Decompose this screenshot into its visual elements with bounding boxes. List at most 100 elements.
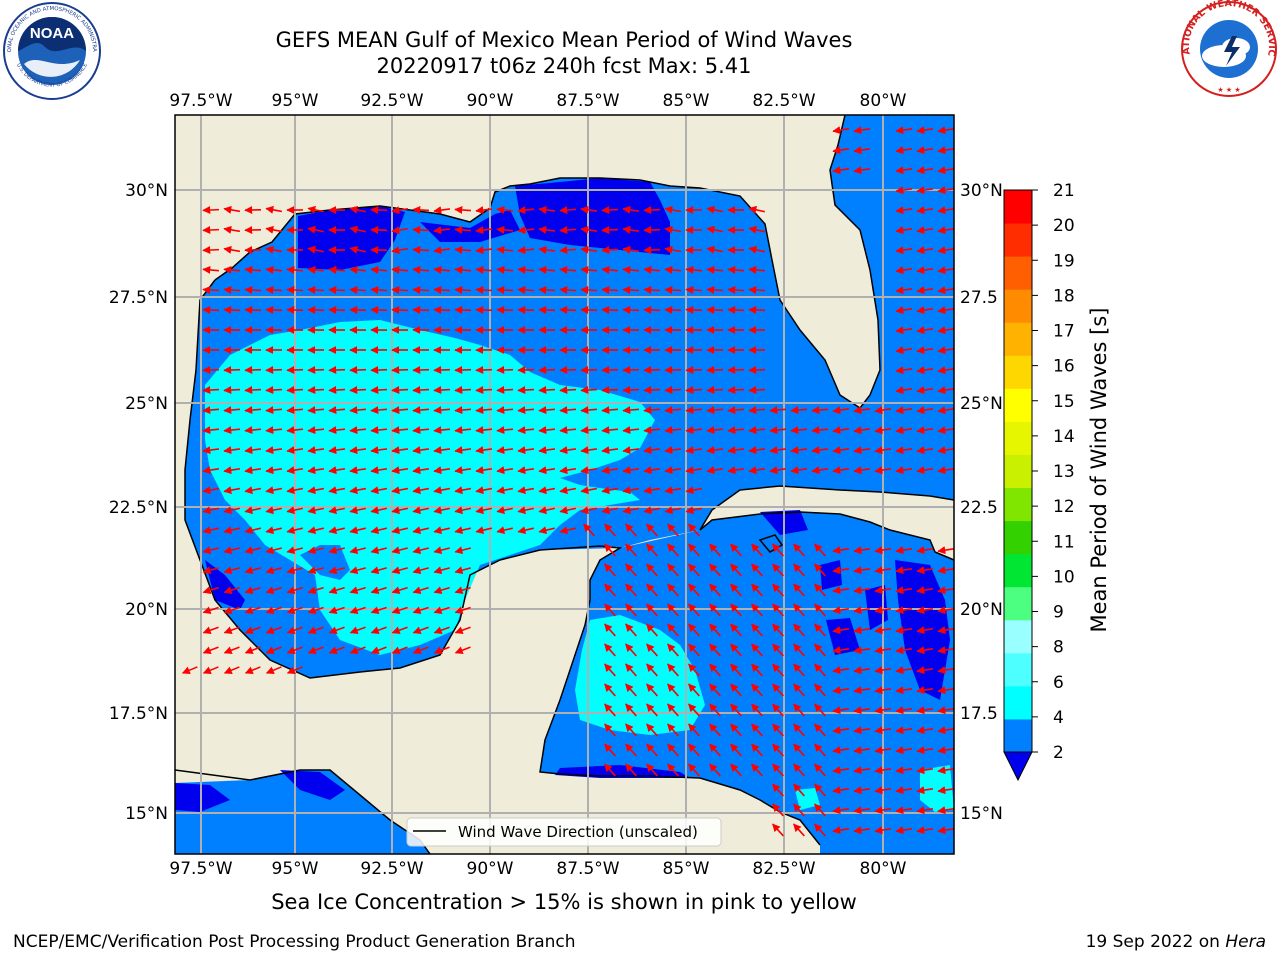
wind-arrow [580, 486, 598, 495]
colorbar-tick-label: 9 [1053, 603, 1064, 623]
wind-arrow [370, 566, 387, 575]
wind-arrow [895, 766, 913, 775]
wind-arrow [433, 226, 451, 235]
wind-arrow [793, 823, 805, 837]
wind-arrow [832, 546, 850, 555]
wind-arrow [370, 606, 387, 615]
wind-arrow [244, 566, 261, 575]
wind-arrow [328, 446, 346, 455]
wind-arrow [286, 426, 304, 435]
wind-arrow [580, 406, 598, 415]
wind-arrow [349, 506, 366, 515]
wind-arrow [559, 486, 577, 495]
wind-arrow [517, 506, 534, 515]
wind-arrow [475, 246, 493, 255]
wind-arrow [286, 546, 303, 555]
wind-arrow [874, 746, 892, 755]
wind-arrow [916, 326, 934, 335]
wind-arrow [895, 446, 913, 455]
wind-arrow [391, 226, 409, 235]
wind-arrow [646, 623, 658, 637]
wind-arrow [685, 466, 703, 475]
wind-arrow [790, 406, 808, 415]
wind-arrow [265, 386, 283, 395]
wind-arrow [772, 723, 784, 737]
wind-arrow [646, 763, 658, 777]
wind-arrow [265, 626, 282, 635]
wind-arrow [814, 823, 826, 837]
wind-arrow [769, 426, 787, 435]
wind-arrow [916, 406, 934, 415]
wind-arrow [454, 626, 471, 635]
wind-arrow [244, 626, 261, 635]
wind-arrow [307, 285, 325, 294]
wind-arrow [412, 566, 429, 575]
wind-arrow [433, 265, 451, 274]
legend-label: Wind Wave Direction (unscaled) [458, 823, 698, 841]
wind-arrow [853, 746, 871, 755]
wind-arrow [688, 603, 700, 617]
wind-arrow [622, 205, 640, 214]
wind-arrow [895, 206, 913, 215]
wind-arrow [622, 446, 640, 455]
wind-arrow [685, 285, 703, 294]
wind-arrow [328, 406, 346, 415]
wind-arrow [265, 305, 283, 314]
wind-arrow [895, 586, 913, 595]
wind-arrow [853, 806, 871, 815]
wind-arrow [475, 206, 493, 215]
wind-arrow [223, 305, 241, 314]
wind-arrow [433, 566, 450, 575]
wind-arrow [937, 726, 954, 735]
wind-arrow [433, 466, 451, 475]
wind-arrow [475, 406, 493, 415]
wind-arrow [706, 426, 724, 435]
wind-arrow [874, 726, 892, 735]
wind-arrow [559, 446, 577, 455]
wind-arrow [643, 426, 661, 435]
colorbar [1003, 189, 1033, 782]
wind-arrow [307, 606, 324, 615]
wind-arrow [202, 506, 219, 515]
wind-arrow [874, 806, 892, 815]
wind-arrow [832, 726, 850, 735]
wind-arrow [727, 265, 745, 274]
wind-arrow [580, 366, 598, 375]
wind-arrow [538, 406, 556, 415]
wind-arrow [604, 643, 616, 657]
wind-arrow [559, 246, 577, 255]
wind-arrow [793, 803, 805, 817]
colorbar-tick-label: 14 [1053, 427, 1075, 447]
wind-arrow [412, 446, 430, 455]
wind-arrow [895, 306, 913, 315]
wind-arrow [349, 366, 367, 375]
tick-label: 90°W [467, 91, 514, 111]
wind-arrow [832, 586, 850, 595]
colorbar-tick-label: 6 [1053, 673, 1064, 693]
longitude-ticks-top: 97.5°W 95°W 92.5°W 90°W 87.5°W 85°W 82.5°W 80°W [169, 91, 906, 111]
wind-arrow [772, 543, 784, 557]
wind-arrow [853, 766, 871, 775]
tick-label: 82.5°W [752, 91, 815, 111]
wind-arrow [937, 606, 954, 615]
wind-arrow [853, 146, 871, 155]
colorbar-segment [1004, 421, 1032, 455]
wind-arrow [937, 786, 954, 795]
wind-arrow [793, 743, 805, 757]
tick-label: 25°N [125, 394, 168, 414]
tick-label: 30°N [960, 181, 1003, 201]
wind-arrow [937, 146, 954, 155]
wind-arrow [370, 486, 388, 495]
wind-arrow [937, 226, 954, 235]
wind-arrow [601, 226, 619, 235]
wind-arrow [727, 305, 745, 314]
wind-arrow [391, 586, 408, 595]
wind-arrow [790, 466, 808, 475]
wind-arrow [790, 446, 808, 455]
wind-arrow [685, 366, 703, 375]
wind-arrow [475, 426, 493, 435]
wind-arrow [517, 246, 535, 255]
wind-arrow [391, 386, 409, 395]
wind-arrow [688, 623, 700, 637]
wind-arrow [496, 506, 513, 515]
